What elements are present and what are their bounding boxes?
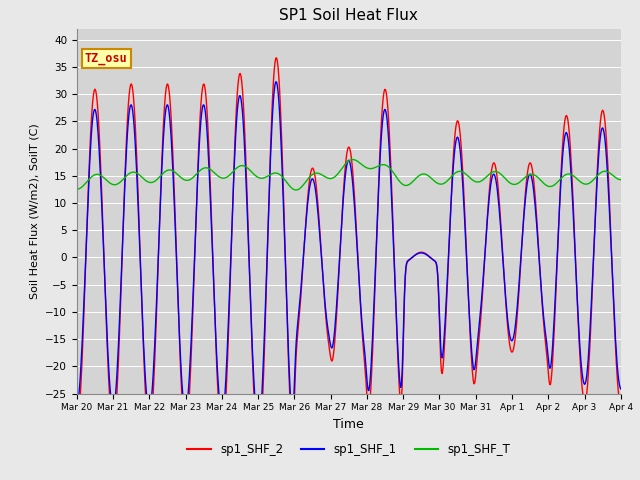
sp1_SHF_2 [617, 403, 625, 409]
sp1_SHF_2 [255, 448, 262, 454]
sp1_SHF_1 [223, 361, 230, 367]
sp1_SHF_T [292, 187, 300, 193]
sp1_SHF_2 [417, 250, 424, 255]
sp1_SHF_2 [83, 232, 90, 238]
sp1_SHF_T [349, 156, 357, 162]
sp1_SHF_T [433, 180, 440, 185]
sp1_SHF_2 [433, 261, 440, 266]
Legend: sp1_SHF_2, sp1_SHF_1, sp1_SHF_T: sp1_SHF_2, sp1_SHF_1, sp1_SHF_T [182, 438, 515, 461]
Y-axis label: Soil Heat Flux (W/m2), SoilT (C): Soil Heat Flux (W/m2), SoilT (C) [29, 123, 40, 299]
sp1_SHF_T [83, 179, 90, 185]
sp1_SHF_2 [223, 380, 230, 386]
sp1_SHF_T [139, 175, 147, 181]
sp1_SHF_T [617, 177, 625, 183]
sp1_SHF_1 [417, 250, 424, 256]
sp1_SHF_T [417, 172, 424, 178]
sp1_SHF_T [194, 170, 202, 176]
sp1_SHF_2 [194, 164, 202, 169]
sp1_SHF_1 [255, 424, 262, 430]
sp1_SHF_1 [433, 260, 440, 266]
sp1_SHF_T [223, 174, 230, 180]
Title: SP1 Soil Heat Flux: SP1 Soil Heat Flux [280, 9, 418, 24]
sp1_SHF_1 [617, 386, 625, 392]
X-axis label: Time: Time [333, 418, 364, 431]
sp1_SHF_1 [139, 320, 147, 325]
sp1_SHF_1 [73, 404, 81, 409]
Line: sp1_SHF_2: sp1_SHF_2 [77, 58, 621, 451]
Line: sp1_SHF_1: sp1_SHF_1 [77, 82, 621, 427]
Line: sp1_SHF_T: sp1_SHF_T [77, 159, 621, 190]
sp1_SHF_2 [273, 55, 280, 60]
sp1_SHF_1 [272, 79, 280, 84]
sp1_SHF_2 [73, 425, 81, 431]
Text: TZ_osu: TZ_osu [85, 52, 128, 65]
sp1_SHF_2 [139, 324, 147, 329]
sp1_SHF_T [73, 186, 81, 192]
sp1_SHF_1 [194, 170, 202, 176]
sp1_SHF_1 [83, 230, 90, 236]
